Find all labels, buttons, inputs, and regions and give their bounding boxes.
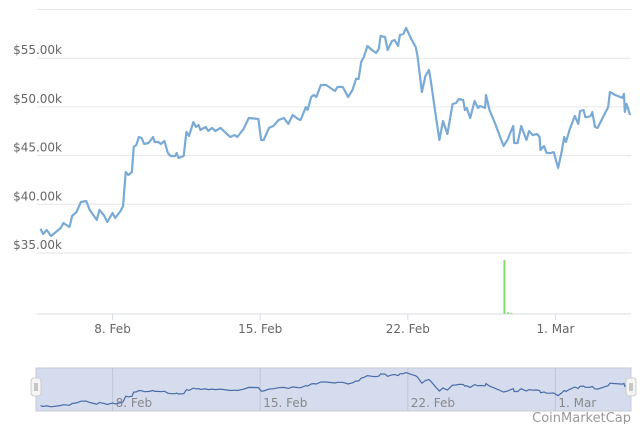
y-tick-label: $45.00k bbox=[13, 141, 62, 155]
x-tick-label: 22. Feb bbox=[386, 322, 430, 336]
y-tick-label: $50.00k bbox=[13, 92, 62, 106]
navigator-handle-right[interactable] bbox=[625, 377, 637, 397]
navigator-tick-label: 15. Feb bbox=[263, 396, 307, 410]
navigator-tick-label: 1. Mar bbox=[558, 396, 596, 410]
navigator-tick-label: 22. Feb bbox=[411, 396, 455, 410]
y-tick-label: $55.00k bbox=[13, 43, 62, 57]
volume-bar bbox=[506, 312, 509, 314]
navigator[interactable]: 8. Feb 15. Feb 22. Feb 1. Mar bbox=[30, 367, 637, 412]
volume-bar bbox=[503, 260, 506, 314]
price-line bbox=[39, 26, 632, 238]
y-tick-label: $35.00k bbox=[13, 238, 62, 252]
x-tick-label: 1. Mar bbox=[536, 322, 574, 336]
watermark: CoinMarketCap bbox=[532, 411, 631, 424]
x-tick-label: 15. Feb bbox=[238, 322, 282, 336]
navigator-handle-left[interactable] bbox=[30, 377, 42, 397]
x-tick-label: 8. Feb bbox=[94, 322, 131, 336]
volume-bar bbox=[510, 312, 513, 314]
navigator-line bbox=[40, 371, 631, 408]
y-tick-label: $40.00k bbox=[13, 189, 62, 203]
